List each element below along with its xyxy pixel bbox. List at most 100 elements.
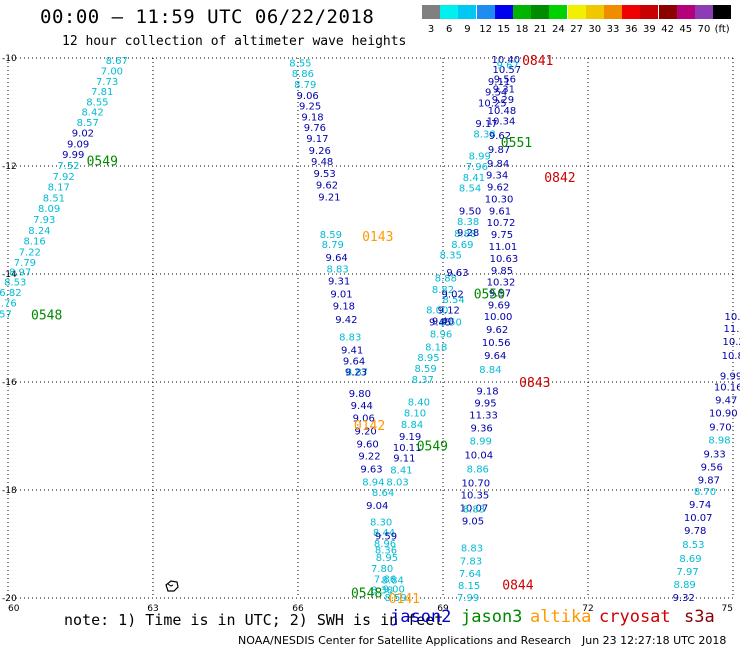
pass-time-label: 0548 bbox=[31, 309, 62, 324]
swh-point: 9.17 bbox=[306, 134, 328, 145]
scale-label: 18 bbox=[515, 24, 529, 35]
swh-point: 8.53 bbox=[682, 540, 704, 551]
swh-point: 9.67 bbox=[497, 61, 519, 72]
chart-subtitle: 12 hour collection of altimeter wave hei… bbox=[62, 34, 407, 49]
swh-point: 7.86 bbox=[374, 575, 396, 586]
y-tick-label: -14 bbox=[2, 270, 17, 280]
swh-point: 9.99 bbox=[720, 372, 740, 383]
swh-point: 8.59 bbox=[320, 230, 342, 241]
swh-point: 9.32 bbox=[673, 593, 695, 604]
axis-ticks: 60 63 66 69 72 75 -10 -12 -14 -16 -18 -20 bbox=[2, 54, 733, 614]
swh-point: 9.06 bbox=[297, 91, 319, 102]
swh-point: 10.90 bbox=[709, 408, 738, 419]
swh-point: 10.00 bbox=[484, 312, 513, 323]
swh-point: 10.70 bbox=[724, 312, 740, 323]
swh-point: 9.12 bbox=[438, 306, 460, 317]
swh-point: 9.69 bbox=[488, 300, 510, 311]
swh-point: 8.36 bbox=[375, 545, 397, 556]
chart-title: 00:00 – 11:59 UTC 06/22/2018 bbox=[40, 6, 375, 28]
swh-point: 7.22 bbox=[19, 247, 41, 258]
swh-point: 8.95 bbox=[417, 353, 439, 364]
pass-time-label: 0549 bbox=[417, 440, 448, 455]
swh-point: 6.82 bbox=[0, 288, 22, 299]
swh-point: 9.42 bbox=[335, 315, 357, 326]
swh-point: 9.47 bbox=[715, 395, 737, 406]
scale-swatch bbox=[440, 5, 459, 19]
swh-point: 8.97 bbox=[9, 267, 31, 278]
swh-point: 9.21 bbox=[318, 192, 340, 203]
pass-time-label: 0844 bbox=[502, 579, 533, 594]
scale-label: 45 bbox=[679, 24, 693, 35]
pass-time-label: 0551 bbox=[501, 136, 532, 151]
scale-swatch bbox=[549, 5, 568, 19]
satellite-jason2: jason2 bbox=[390, 607, 452, 627]
swh-point: 7.93 bbox=[33, 215, 55, 226]
swh-point: 8.89 bbox=[674, 580, 696, 591]
swh-point: 8.84 bbox=[382, 576, 404, 587]
swh-point: 7.96 bbox=[466, 162, 488, 173]
swh-point: 9.87 bbox=[488, 145, 510, 156]
scale-label: 70 bbox=[697, 24, 711, 35]
swh-point: 11.25 bbox=[724, 324, 740, 335]
swh-point: 8.03 bbox=[386, 477, 408, 488]
swh-point: 9.31 bbox=[328, 277, 350, 288]
swh-point: 9.23 bbox=[345, 367, 367, 378]
scale-swatch bbox=[585, 5, 604, 19]
swh-point: 9.64 bbox=[484, 351, 506, 362]
scale-label: 3 bbox=[427, 24, 435, 35]
swh-point: 9.11 bbox=[488, 77, 510, 88]
swh-point: 9.40 bbox=[432, 317, 454, 328]
swh-point: 9.80 bbox=[349, 389, 371, 400]
y-tick-label: -16 bbox=[2, 378, 17, 388]
scale-label: 12 bbox=[479, 24, 492, 35]
scale-swatch bbox=[713, 5, 732, 19]
scale-swatch bbox=[622, 5, 641, 19]
y-tick-label: -12 bbox=[2, 162, 17, 172]
swh-point: 9.36 bbox=[471, 423, 493, 434]
swh-point: 8.87 bbox=[346, 367, 368, 378]
scale-swatch bbox=[476, 5, 495, 19]
swh-point: 8.83 bbox=[463, 504, 485, 515]
swh-point: 8.70 bbox=[694, 487, 716, 498]
swh-point: 9.33 bbox=[704, 449, 726, 460]
swh-point: 8.96 bbox=[374, 539, 396, 550]
swh-point: 7.52 bbox=[57, 161, 79, 172]
swh-point: 9.17 bbox=[475, 119, 497, 130]
scale-swatch bbox=[513, 5, 531, 19]
swh-point: 9.95 bbox=[474, 399, 496, 410]
x-tick-label: 72 bbox=[582, 604, 593, 614]
swh-point: 9.85 bbox=[491, 266, 513, 277]
swh-point: 9.29 bbox=[492, 95, 514, 106]
swh-point: 9.20 bbox=[355, 427, 377, 438]
swh-point: 10.32 bbox=[487, 278, 516, 289]
swh-point: 7.79 bbox=[14, 258, 36, 269]
swh-point: 7.81 bbox=[91, 87, 113, 98]
y-tick-label: -20 bbox=[2, 594, 17, 604]
swh-point: 8.41 bbox=[390, 466, 412, 477]
scale-label: 36 bbox=[624, 24, 638, 35]
swh-point: 8.53 bbox=[4, 278, 26, 289]
swh-point: 7.83 bbox=[460, 556, 482, 567]
swh-point: 9.01 bbox=[330, 290, 352, 301]
swh-point: 8.38 bbox=[371, 585, 393, 596]
swh-point: 8.00 bbox=[426, 306, 448, 317]
swh-point: 7.64 bbox=[459, 569, 481, 580]
swh-point: 9.48 bbox=[311, 157, 333, 168]
swh-values: 8.677.007.737.818.558.428.577.527.928.17… bbox=[0, 55, 740, 604]
satellite-s3a: s3a bbox=[684, 607, 715, 627]
x-tick-label: 66 bbox=[292, 604, 304, 614]
footer-note: note: 1) Time is in UTC; 2) SWH is in fe… bbox=[64, 611, 444, 629]
swh-point: 7.73 bbox=[96, 77, 118, 88]
y-tick-label: -10 bbox=[2, 54, 17, 64]
swh-point: 9.44 bbox=[351, 401, 373, 412]
swh-point: 8.82 bbox=[432, 285, 454, 296]
scale-swatch bbox=[695, 5, 713, 19]
swh-point: 9.87 bbox=[698, 475, 720, 486]
swh-point: 10.25 bbox=[478, 98, 507, 109]
swh-point: 8.98 bbox=[708, 435, 730, 446]
scale-label: 21 bbox=[533, 24, 547, 35]
swh-point: 8.83 bbox=[461, 543, 483, 554]
pass-time-label: 0843 bbox=[519, 376, 550, 391]
swh-point: 9.64 bbox=[343, 356, 365, 367]
swh-point: 8.57 bbox=[77, 118, 99, 129]
